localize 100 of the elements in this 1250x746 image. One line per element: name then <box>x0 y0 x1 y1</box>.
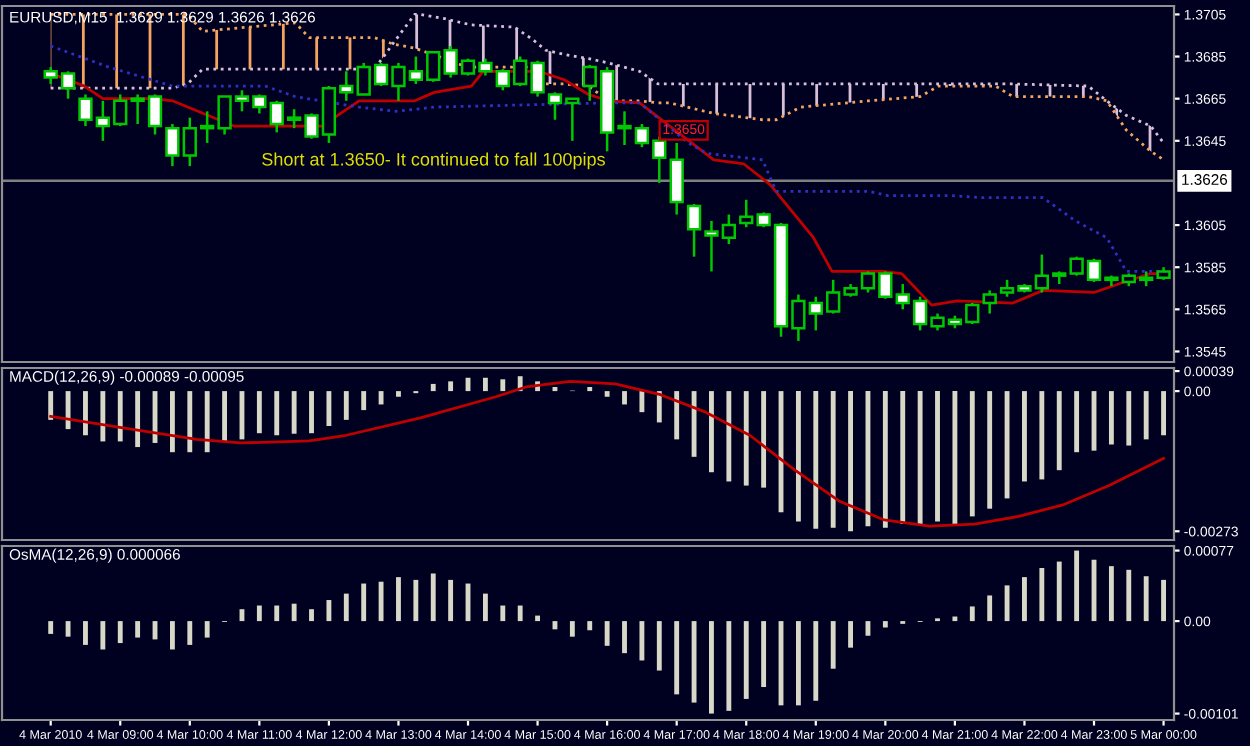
annotation: Short at 1.3650- It continued to fall 100pips <box>262 152 605 170</box>
bar <box>848 621 853 648</box>
bar <box>274 605 280 622</box>
bar <box>535 615 541 622</box>
bar <box>795 621 801 706</box>
bar <box>135 621 141 638</box>
bar <box>187 391 193 453</box>
bar <box>169 391 175 453</box>
bar <box>639 391 645 413</box>
bar <box>256 605 262 622</box>
bar <box>900 391 906 525</box>
bar <box>396 391 401 397</box>
bar <box>430 383 436 392</box>
bar <box>969 391 975 517</box>
bar <box>743 621 749 699</box>
bar <box>396 577 401 622</box>
bar <box>1039 391 1045 480</box>
bar <box>482 377 488 392</box>
bar <box>674 621 680 695</box>
bar <box>500 605 506 622</box>
bar <box>1074 391 1080 453</box>
bar <box>274 391 280 436</box>
bar <box>743 391 749 486</box>
bar <box>1108 566 1114 622</box>
bar <box>169 621 175 650</box>
bar <box>813 621 819 701</box>
bar <box>361 391 367 411</box>
bar <box>709 621 714 714</box>
bar <box>326 600 332 622</box>
bar <box>378 391 384 405</box>
bar <box>604 621 610 646</box>
bar <box>830 621 836 669</box>
bar <box>117 621 123 644</box>
bar <box>622 621 627 654</box>
bar <box>448 381 454 392</box>
bar <box>482 593 488 622</box>
bar <box>309 609 314 622</box>
bar <box>691 391 697 457</box>
bar <box>413 579 419 622</box>
bar <box>222 391 228 442</box>
bar <box>187 621 193 645</box>
bar <box>656 621 662 671</box>
bar <box>65 391 71 430</box>
bar <box>795 391 801 522</box>
bar <box>726 621 732 711</box>
bar <box>291 603 297 622</box>
bar <box>674 391 680 440</box>
bar <box>952 391 958 525</box>
bar <box>622 391 627 405</box>
bar <box>604 391 610 397</box>
bar <box>882 391 888 528</box>
bar <box>100 621 106 650</box>
bar <box>83 621 88 645</box>
bar <box>935 391 940 522</box>
bar <box>1161 391 1166 436</box>
bar <box>83 391 88 436</box>
bar <box>378 581 384 622</box>
bar <box>343 593 349 622</box>
candlestick <box>669 141 684 216</box>
bar <box>1004 585 1010 622</box>
bar <box>761 391 767 488</box>
bar <box>448 579 454 622</box>
bar <box>1039 567 1045 622</box>
bar <box>813 391 819 529</box>
bar <box>204 621 210 638</box>
bar <box>917 391 923 525</box>
bar <box>291 391 297 434</box>
bar <box>1143 576 1149 622</box>
bar <box>882 621 888 628</box>
bar <box>65 621 71 637</box>
bar <box>726 391 732 482</box>
bar <box>326 391 332 427</box>
bar <box>1161 579 1166 622</box>
bar <box>830 391 836 528</box>
bar <box>1126 569 1132 622</box>
bar <box>969 606 975 622</box>
bar <box>656 391 662 423</box>
bar <box>1056 391 1062 471</box>
bar <box>987 595 993 622</box>
bar <box>1056 561 1062 622</box>
bar <box>1143 391 1149 440</box>
bar <box>430 573 436 622</box>
bar <box>204 391 210 453</box>
bar <box>1022 577 1027 622</box>
bar <box>639 621 645 661</box>
bar <box>1022 391 1027 482</box>
bar <box>343 391 349 420</box>
bar <box>100 391 106 442</box>
bar <box>1108 391 1114 445</box>
bar <box>952 616 958 622</box>
bar <box>1074 550 1080 622</box>
bar <box>848 391 853 532</box>
bar <box>587 621 593 631</box>
bar <box>256 391 262 434</box>
bar <box>517 605 523 622</box>
bar <box>500 379 506 392</box>
bar <box>691 621 697 703</box>
bar <box>117 391 123 442</box>
bar <box>761 621 767 688</box>
bar <box>709 391 714 473</box>
